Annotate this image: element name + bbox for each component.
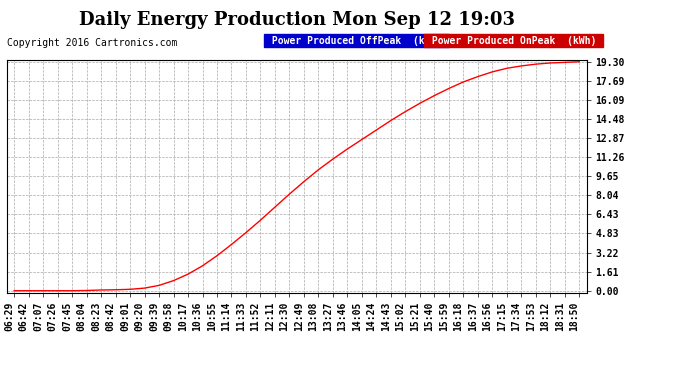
Text: Copyright 2016 Cartronics.com: Copyright 2016 Cartronics.com [7,38,177,48]
Text: Power Produced OnPeak  (kWh): Power Produced OnPeak (kWh) [426,36,602,46]
Text: Power Produced OffPeak  (kWh): Power Produced OffPeak (kWh) [266,36,448,46]
Text: Daily Energy Production Mon Sep 12 19:03: Daily Energy Production Mon Sep 12 19:03 [79,11,515,29]
